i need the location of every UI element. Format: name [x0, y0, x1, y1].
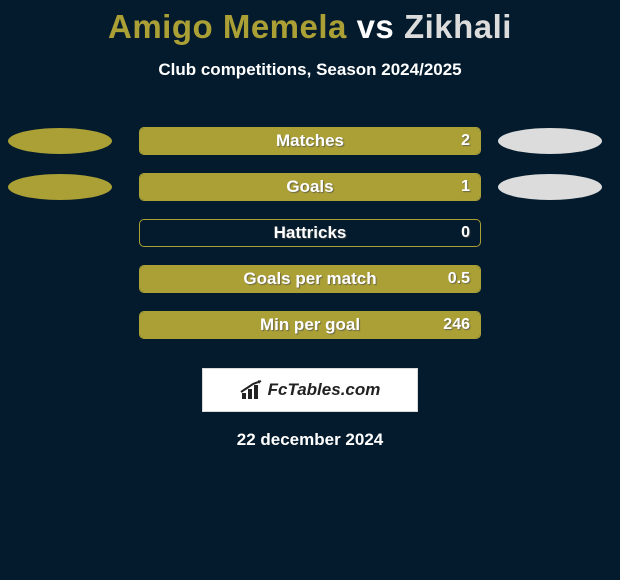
stat-row: Matches2	[0, 118, 620, 164]
stat-row: Hattricks0	[0, 210, 620, 256]
page-title: Amigo Memela vs Zikhali	[0, 0, 620, 46]
subtitle: Club competitions, Season 2024/2025	[0, 60, 620, 80]
title-player1: Amigo Memela	[108, 8, 347, 45]
player2-marker	[498, 174, 602, 200]
stat-bar: Matches2	[139, 127, 481, 155]
stats-chart: Matches2 Goals1 Hattricks0 Goals per match0…	[0, 118, 620, 348]
title-vs: vs	[357, 8, 395, 45]
title-player2: Zikhali	[404, 8, 512, 45]
brand-chart-icon	[240, 379, 266, 401]
brand-box: FcTables.com	[202, 368, 418, 412]
stat-row: Goals per match0.5	[0, 256, 620, 302]
stat-bar-fill	[140, 312, 480, 338]
date-text: 22 december 2024	[0, 430, 620, 450]
stat-value: 0	[461, 224, 470, 242]
stat-label: Hattricks	[140, 223, 480, 243]
stat-row: Min per goal246	[0, 302, 620, 348]
stat-bar: Hattricks0	[139, 219, 481, 247]
player1-marker	[8, 174, 112, 200]
brand-text: FcTables.com	[268, 380, 381, 400]
comparison-widget: Amigo Memela vs Zikhali Club competition…	[0, 0, 620, 580]
stat-bar: Min per goal246	[139, 311, 481, 339]
stat-bar-fill	[140, 266, 480, 292]
player1-marker	[8, 128, 112, 154]
stat-bar-fill	[140, 174, 480, 200]
stat-bar-fill	[140, 128, 480, 154]
stat-row: Goals1	[0, 164, 620, 210]
player2-marker	[498, 128, 602, 154]
stat-bar: Goals per match0.5	[139, 265, 481, 293]
stat-bar: Goals1	[139, 173, 481, 201]
